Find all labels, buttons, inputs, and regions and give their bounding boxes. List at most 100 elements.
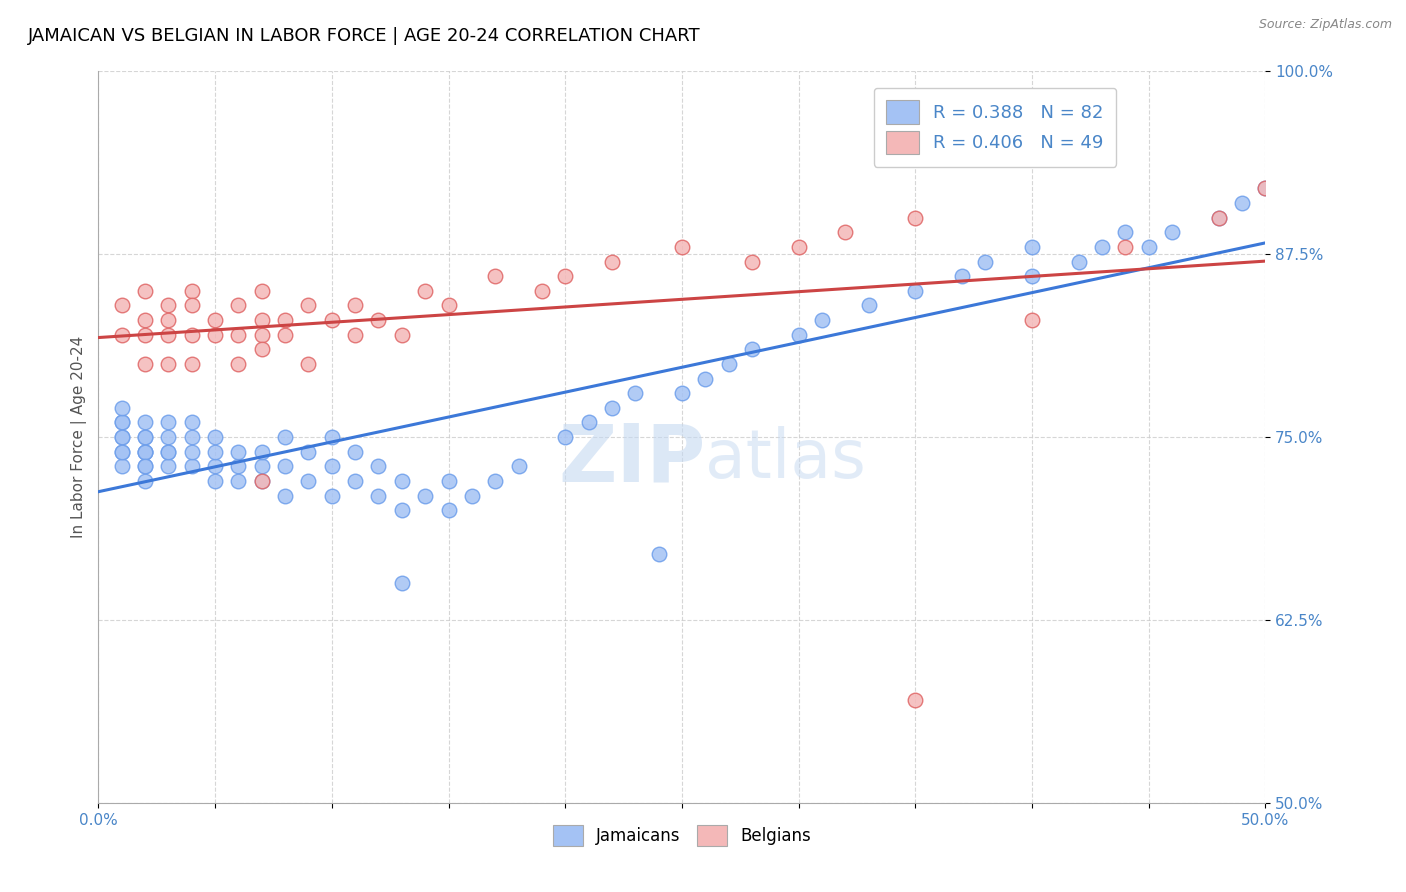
Point bbox=[250, 474, 273, 488]
Text: JAMAICAN VS BELGIAN IN LABOR FORCE | AGE 20-24 CORRELATION CHART: JAMAICAN VS BELGIAN IN LABOR FORCE | AGE… bbox=[28, 27, 700, 45]
Point bbox=[134, 444, 156, 458]
Point bbox=[111, 416, 134, 430]
Point bbox=[297, 444, 319, 458]
Point bbox=[134, 444, 156, 458]
Point bbox=[811, 313, 834, 327]
Point bbox=[1230, 196, 1253, 211]
Point bbox=[344, 444, 367, 458]
Point bbox=[157, 313, 180, 327]
Point bbox=[321, 459, 343, 474]
Point bbox=[624, 386, 647, 401]
Point bbox=[204, 474, 226, 488]
Point bbox=[134, 444, 156, 458]
Point bbox=[157, 459, 180, 474]
Point bbox=[1021, 240, 1043, 254]
Point bbox=[180, 284, 202, 298]
Point bbox=[204, 313, 226, 327]
Point bbox=[1067, 254, 1090, 268]
Text: Source: ZipAtlas.com: Source: ZipAtlas.com bbox=[1258, 18, 1392, 31]
Point bbox=[111, 327, 134, 342]
Point bbox=[250, 284, 273, 298]
Point bbox=[111, 298, 134, 312]
Point bbox=[228, 474, 250, 488]
Point bbox=[367, 489, 389, 503]
Point bbox=[250, 343, 273, 357]
Point bbox=[530, 284, 553, 298]
Point bbox=[717, 357, 740, 371]
Point bbox=[1254, 181, 1277, 195]
Point bbox=[180, 430, 202, 444]
Point bbox=[508, 459, 530, 474]
Point bbox=[204, 327, 226, 342]
Point bbox=[134, 430, 156, 444]
Point bbox=[157, 298, 180, 312]
Y-axis label: In Labor Force | Age 20-24: In Labor Force | Age 20-24 bbox=[72, 336, 87, 538]
Point bbox=[321, 489, 343, 503]
Point bbox=[484, 269, 506, 284]
Point bbox=[461, 489, 484, 503]
Point bbox=[111, 444, 134, 458]
Point bbox=[250, 327, 273, 342]
Point bbox=[157, 444, 180, 458]
Point bbox=[180, 416, 202, 430]
Point bbox=[134, 284, 156, 298]
Point bbox=[274, 313, 297, 327]
Point bbox=[904, 211, 927, 225]
Point bbox=[904, 693, 927, 707]
Point bbox=[344, 474, 367, 488]
Point bbox=[228, 444, 250, 458]
Point bbox=[134, 357, 156, 371]
Point bbox=[180, 459, 202, 474]
Point bbox=[671, 386, 693, 401]
Point bbox=[578, 416, 600, 430]
Point bbox=[321, 430, 343, 444]
Point bbox=[321, 313, 343, 327]
Point bbox=[157, 430, 180, 444]
Point bbox=[671, 240, 693, 254]
Point bbox=[413, 489, 436, 503]
Point bbox=[1091, 240, 1114, 254]
Text: atlas: atlas bbox=[706, 426, 866, 492]
Point bbox=[437, 503, 460, 517]
Point bbox=[600, 254, 623, 268]
Point bbox=[134, 313, 156, 327]
Point bbox=[1114, 225, 1136, 239]
Point bbox=[274, 430, 297, 444]
Point bbox=[554, 269, 576, 284]
Point bbox=[858, 298, 880, 312]
Point bbox=[413, 284, 436, 298]
Point bbox=[484, 474, 506, 488]
Point bbox=[950, 269, 973, 284]
Point bbox=[204, 444, 226, 458]
Point bbox=[1021, 313, 1043, 327]
Point bbox=[180, 357, 202, 371]
Point bbox=[1161, 225, 1184, 239]
Point bbox=[647, 547, 669, 561]
Point bbox=[787, 327, 810, 342]
Point bbox=[344, 298, 367, 312]
Point bbox=[274, 489, 297, 503]
Point bbox=[1254, 181, 1277, 195]
Point bbox=[1021, 269, 1043, 284]
Point bbox=[134, 430, 156, 444]
Point bbox=[111, 430, 134, 444]
Point bbox=[1208, 211, 1230, 225]
Point bbox=[134, 474, 156, 488]
Point bbox=[111, 459, 134, 474]
Point bbox=[228, 298, 250, 312]
Point bbox=[1114, 240, 1136, 254]
Point bbox=[600, 401, 623, 415]
Point bbox=[274, 459, 297, 474]
Point bbox=[367, 313, 389, 327]
Point bbox=[134, 459, 156, 474]
Point bbox=[391, 327, 413, 342]
Point bbox=[367, 459, 389, 474]
Point bbox=[180, 327, 202, 342]
Point bbox=[741, 343, 763, 357]
Point bbox=[157, 444, 180, 458]
Point bbox=[297, 298, 319, 312]
Point bbox=[437, 298, 460, 312]
Point bbox=[204, 459, 226, 474]
Point bbox=[391, 503, 413, 517]
Point bbox=[180, 444, 202, 458]
